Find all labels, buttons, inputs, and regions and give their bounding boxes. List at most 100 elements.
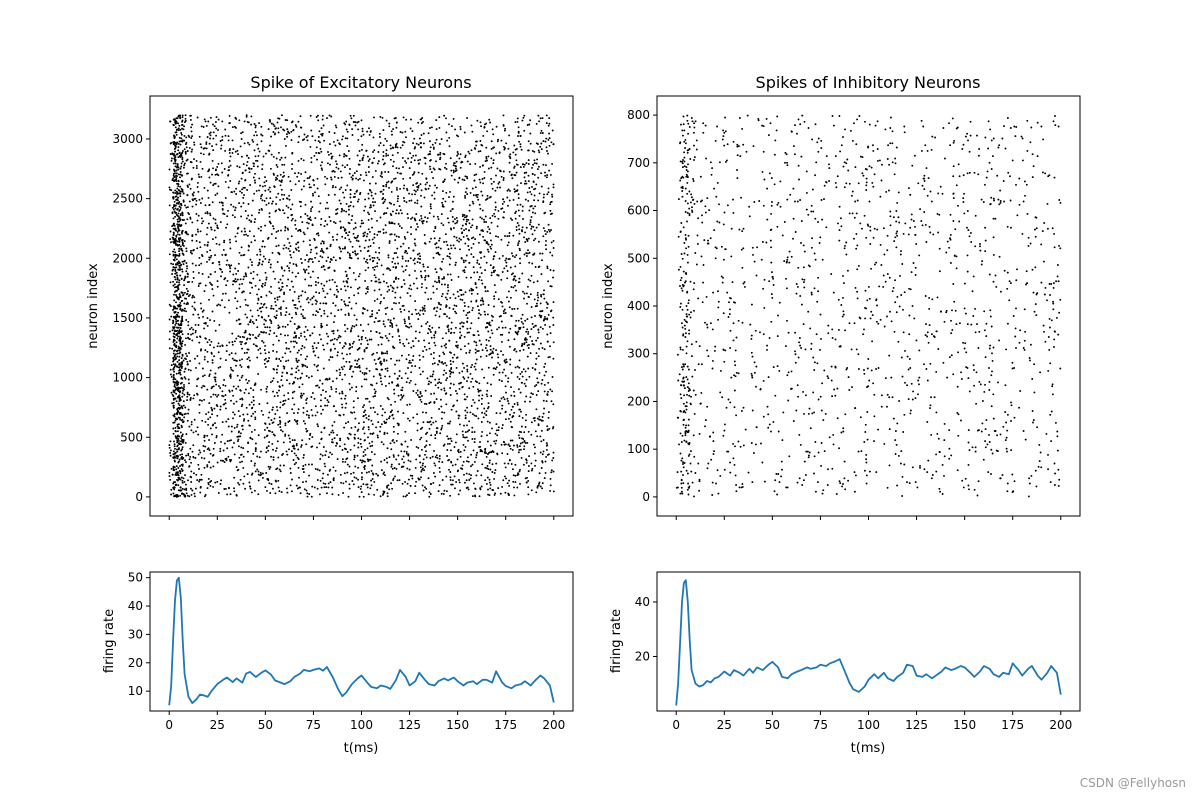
spike-dot [444, 362, 447, 364]
spike-dot [433, 341, 436, 344]
spike-dot [302, 411, 305, 414]
spike-dot [434, 184, 437, 187]
spike-dot [193, 158, 195, 161]
spike-dot [471, 224, 474, 227]
spike-dot [228, 238, 231, 241]
spike-dot [228, 439, 231, 442]
spike-dot [478, 382, 481, 385]
spike-dot [544, 233, 547, 236]
spike-dot [375, 426, 378, 429]
spike-dot [179, 294, 181, 297]
spike-dot [450, 368, 453, 370]
spike-dot [326, 247, 329, 250]
spike-dot [389, 442, 392, 445]
spike-dot [186, 158, 189, 161]
spike-dot [182, 439, 185, 441]
spike-dot [199, 336, 202, 338]
spike-dot [321, 161, 323, 164]
spike-dot [179, 486, 182, 489]
spike-dot [525, 252, 528, 255]
spike-dot [172, 266, 175, 269]
spike-dot [184, 222, 187, 225]
spike-dot [330, 115, 333, 118]
spike-dot [456, 290, 459, 293]
spike-dot [176, 450, 179, 453]
spike-dot [276, 165, 279, 168]
spike-dot [284, 144, 287, 147]
spike-dot [360, 478, 363, 481]
spike-dot [370, 217, 373, 220]
spike-dot [409, 152, 412, 155]
spike-dot [500, 320, 503, 323]
spike-dot [249, 387, 252, 390]
spike-dot [359, 174, 362, 176]
spike-dot [519, 349, 521, 352]
spike-dot [209, 416, 212, 419]
spike-dot [507, 443, 510, 446]
spike-dot [542, 412, 545, 415]
spike-dot [472, 266, 475, 269]
spike-dot [336, 233, 339, 236]
spike-dot [171, 225, 174, 228]
spike-dot [490, 177, 493, 180]
spike-dot [399, 209, 402, 212]
spike-dot [408, 468, 411, 471]
spike-dot [349, 204, 352, 207]
spike-dot [234, 297, 237, 300]
spike-dot [384, 384, 387, 387]
spike-dot [519, 482, 521, 485]
spike-dot [386, 207, 389, 210]
spike-dot [349, 168, 351, 170]
spike-dot [362, 133, 365, 136]
spike-dot [212, 123, 214, 126]
spike-dot [295, 243, 298, 246]
spike-dot [278, 179, 281, 182]
spike-dot [433, 362, 436, 365]
spike-dot [519, 257, 521, 260]
spike-dot [179, 195, 182, 198]
spike-dot [430, 126, 433, 129]
spike-dot [440, 295, 443, 298]
spike-dot [454, 487, 456, 490]
spike-dot [492, 258, 495, 260]
spike-dot [291, 203, 294, 206]
spike-dot [461, 464, 464, 467]
spike-dot [311, 206, 314, 209]
spike-dot [358, 422, 360, 425]
spike-dot [350, 201, 352, 204]
spike-dot [433, 392, 436, 395]
spike-dot [357, 365, 360, 368]
spike-dot [181, 212, 184, 215]
spike-dot [373, 236, 376, 239]
spike-dot [242, 482, 245, 485]
spike-dot [249, 258, 252, 261]
spike-dot [260, 195, 263, 198]
spike-dot [333, 170, 336, 173]
spike-dot [517, 193, 520, 196]
spike-dot [169, 454, 172, 457]
spike-dot [519, 143, 522, 146]
spike-dot [391, 260, 394, 263]
spike-dot [366, 447, 369, 450]
spike-dot [524, 426, 527, 428]
spike-dot [215, 116, 218, 119]
spike-dot [177, 305, 180, 308]
spike-dot [250, 460, 253, 462]
spike-dot [367, 218, 370, 221]
spike-dot [239, 145, 242, 148]
spike-dot [257, 154, 260, 157]
spike-dot [490, 383, 492, 386]
spike-dot [476, 330, 479, 333]
spike-dot [383, 459, 386, 461]
spike-dot [413, 238, 416, 241]
spike-dot [494, 469, 497, 472]
spike-dot [269, 466, 272, 469]
spike-dot [270, 135, 273, 138]
spike-dot [321, 256, 324, 259]
spike-dot [501, 424, 504, 426]
spike-dot [548, 132, 551, 135]
spike-dot [461, 232, 463, 235]
spike-dot [280, 429, 282, 432]
spike-dot [208, 373, 211, 376]
